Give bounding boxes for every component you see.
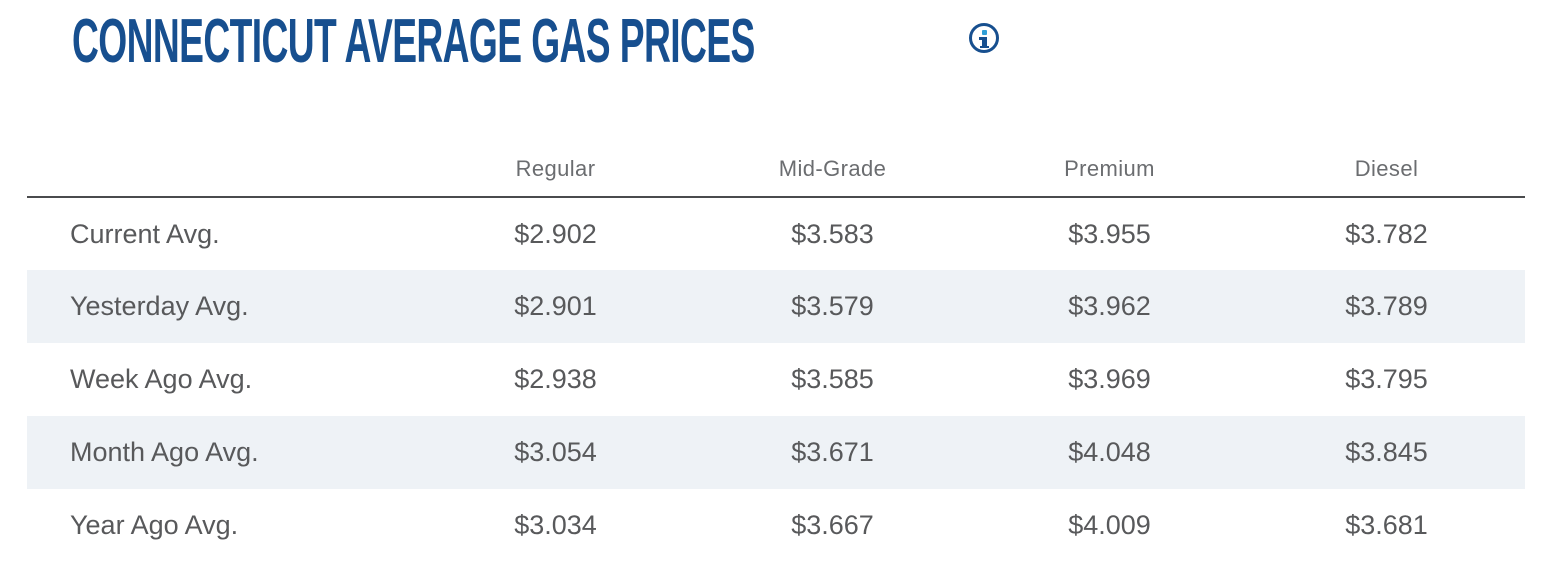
table-row-year-ago-avg: Year Ago Avg. $3.034 $3.667 $4.009 $3.68… [27, 489, 1525, 562]
header-row: Regular Mid-Grade Premium Diesel [27, 127, 1525, 197]
price-cell: $3.579 [791, 291, 874, 321]
table-row-month-ago-avg: Month Ago Avg. $3.054 $3.671 $4.048 $3.8… [27, 416, 1525, 489]
row-label: Year Ago Avg. [70, 510, 239, 540]
table-row-current-avg: Current Avg. $2.902 $3.583 $3.955 $3.782 [27, 197, 1525, 270]
price-cell: $3.962 [1068, 291, 1151, 321]
price-cell: $3.667 [791, 510, 874, 540]
price-cell: $4.009 [1068, 510, 1151, 540]
gas-prices-table: Regular Mid-Grade Premium Diesel Current… [27, 127, 1525, 562]
price-cell: $3.969 [1068, 364, 1151, 394]
row-label: Yesterday Avg. [70, 291, 249, 321]
price-cell: $4.048 [1068, 437, 1151, 467]
price-cell: $3.955 [1068, 218, 1151, 249]
price-cell: $2.902 [514, 218, 597, 249]
table-row-week-ago-avg: Week Ago Avg. $2.938 $3.585 $3.969 $3.79… [27, 343, 1525, 416]
page-title-row: CONNECTICUT AVERAGE GAS PRICES [0, 0, 1549, 79]
price-cell: $2.901 [514, 291, 597, 321]
table-row-yesterday-avg: Yesterday Avg. $2.901 $3.579 $3.962 $3.7… [27, 270, 1525, 343]
column-header-diesel: Diesel [1354, 156, 1419, 181]
price-cell: $3.671 [791, 437, 874, 467]
column-header-regular: Regular [515, 156, 596, 181]
column-header-premium: Premium [1064, 156, 1155, 181]
price-cell: $3.845 [1345, 437, 1428, 467]
price-cell: $3.795 [1345, 364, 1428, 394]
price-cell: $3.789 [1345, 291, 1428, 321]
corner-header-cell [27, 127, 417, 197]
row-label: Week Ago Avg. [70, 364, 253, 394]
page-title: CONNECTICUT AVERAGE GAS PRICES [72, 7, 755, 76]
info-icon-stem [978, 36, 989, 48]
price-cell: $3.782 [1345, 218, 1428, 249]
row-label: Month Ago Avg. [70, 437, 259, 467]
price-cell: $3.583 [791, 218, 874, 249]
column-header-midgrade: Mid-Grade [778, 156, 887, 181]
table-body: Current Avg. $2.902 $3.583 $3.955 $3.782… [27, 197, 1525, 562]
table-header: Regular Mid-Grade Premium Diesel [27, 127, 1525, 197]
info-icon[interactable] [968, 22, 999, 53]
price-cell: $3.681 [1345, 510, 1428, 540]
info-icon-dot [981, 29, 987, 35]
price-cell: $2.938 [514, 364, 597, 394]
price-cell: $3.585 [791, 364, 874, 394]
row-label: Current Avg. [70, 218, 220, 249]
price-cell: $3.054 [514, 437, 597, 467]
price-cell: $3.034 [514, 510, 597, 540]
